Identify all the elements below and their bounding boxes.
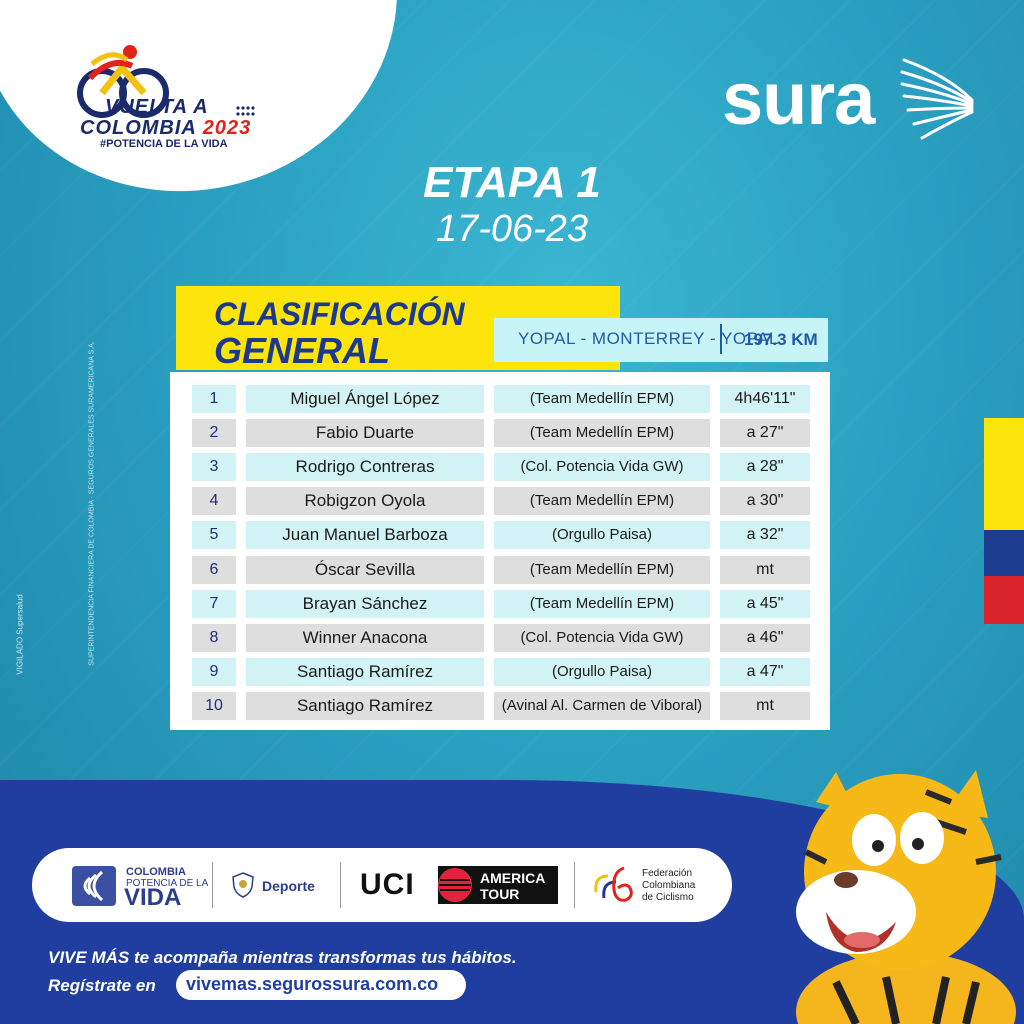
team-cell: (Col. Potencia Vida GW) [494, 453, 710, 481]
table-row: 9 Santiago Ramírez (Orgullo Paisa) a 47" [170, 658, 830, 686]
event-name-colombia: COLOMBIA [80, 117, 197, 139]
rider-name-cell: Miguel Ángel López [246, 385, 484, 413]
team-cell: (Team Medellín EPM) [494, 385, 710, 413]
america-tour-mark-icon [438, 868, 472, 902]
route-label: YOPAL - MONTERREY - YOPAL [518, 329, 779, 348]
fcc-logo-icon [594, 866, 633, 902]
table-row: 3 Rodrigo Contreras (Col. Potencia Vida … [170, 453, 830, 481]
sponsor-divider [212, 862, 213, 908]
table-row: 5 Juan Manuel Barboza (Orgullo Paisa) a … [170, 521, 830, 549]
position-cell: 3 [192, 453, 236, 481]
deporte-logo: Deporte [262, 878, 315, 894]
table-row: 2 Fabio Duarte (Team Medellín EPM) a 27" [170, 419, 830, 447]
sponsor-divider [574, 862, 575, 908]
team-cell: (Avinal Al. Carmen de Viboral) [494, 692, 710, 720]
classification-title-line2: GENERAL [214, 330, 391, 371]
time-cell: mt [720, 556, 810, 584]
uci-logo: UCI [360, 868, 415, 901]
rider-name-cell: Juan Manuel Barboza [246, 521, 484, 549]
table-row: 8 Winner Anacona (Col. Potencia Vida GW)… [170, 624, 830, 652]
standings-table: 1 Miguel Ángel López (Team Medellín EPM)… [170, 372, 830, 730]
rider-name-cell: Santiago Ramírez [246, 658, 484, 686]
rider-name-cell: Winner Anacona [246, 624, 484, 652]
vigilado-text: VIGILADO Supersalud [15, 594, 25, 675]
stage-title: ETAPA 1 [423, 158, 601, 207]
route-divider [720, 324, 722, 354]
rider-name-cell: Santiago Ramírez [246, 692, 484, 720]
position-cell: 8 [192, 624, 236, 652]
classification-title-line1: CLASIFICACIÓN [214, 296, 465, 332]
event-year: 2023 [202, 117, 252, 139]
team-cell: (Orgullo Paisa) [494, 521, 710, 549]
time-cell: mt [720, 692, 810, 720]
table-row: 10 Santiago Ramírez (Avinal Al. Carmen d… [170, 692, 830, 720]
rider-name-cell: Rodrigo Contreras [246, 453, 484, 481]
team-cell: (Team Medellín EPM) [494, 419, 710, 447]
tagline-line2: Regístrate en [48, 976, 156, 995]
tiger-mascot [796, 770, 1016, 1024]
event-name-line1: VUELTA A [105, 96, 209, 118]
position-cell: 10 [192, 692, 236, 720]
table-row: 6 Óscar Sevilla (Team Medellín EPM) mt [170, 556, 830, 584]
table-row: 7 Brayan Sánchez (Team Medellín EPM) a 4… [170, 590, 830, 618]
colombia-logo-line2: POTENCIA DE LA [126, 878, 209, 889]
time-cell: a 45" [720, 590, 810, 618]
position-cell: 2 [192, 419, 236, 447]
time-cell: 4h46'11" [720, 385, 810, 413]
sponsor-divider [340, 862, 341, 908]
team-cell: (Team Medellín EPM) [494, 590, 710, 618]
time-cell: a 30" [720, 487, 810, 515]
america-tour-line2: TOUR [480, 886, 520, 902]
colombia-flag-yellow [984, 418, 1024, 530]
team-cell: (Team Medellín EPM) [494, 556, 710, 584]
route-distance: 197.3 KM [744, 330, 818, 349]
colombia-flag-red [984, 576, 1024, 624]
position-cell: 9 [192, 658, 236, 686]
stage-date: 17-06-23 [435, 208, 589, 250]
sponsors-bar [32, 848, 732, 922]
tagline-line1: VIVE MÁS te acompaña mientras transforma… [48, 948, 517, 967]
time-cell: a 47" [720, 658, 810, 686]
colombia-flag-blue [984, 530, 1024, 576]
position-cell: 6 [192, 556, 236, 584]
legal-text: SUPERINTENDENCIA FINANCIERA DE COLOMBIA … [88, 341, 96, 666]
team-cell: (Orgullo Paisa) [494, 658, 710, 686]
rider-name-cell: Óscar Sevilla [246, 556, 484, 584]
signup-url-link[interactable]: vivemas.segurossura.com.co [186, 974, 439, 994]
event-hashtag: #POTENCIA DE LA VIDA [100, 138, 228, 150]
shield-icon [232, 872, 254, 898]
rider-name-cell: Brayan Sánchez [246, 590, 484, 618]
position-cell: 1 [192, 385, 236, 413]
position-cell: 7 [192, 590, 236, 618]
event-name-line2: COLOMBIA 2023 [80, 117, 251, 140]
fcc-line1: Federación [642, 868, 693, 879]
sura-wing-icon [900, 58, 974, 140]
table-row: 4 Robigzon Oyola (Team Medellín EPM) a 3… [170, 487, 830, 515]
colombia-logo-line3: VIDA [124, 884, 182, 911]
fcc-line2: Colombiana [642, 880, 696, 891]
table-row: 1 Miguel Ángel López (Team Medellín EPM)… [170, 385, 830, 413]
position-cell: 4 [192, 487, 236, 515]
fcc-line3: de Ciclismo [642, 892, 694, 903]
cyclist-icon [77, 45, 255, 118]
time-cell: a 27" [720, 419, 810, 447]
rider-name-cell: Fabio Duarte [246, 419, 484, 447]
america-tour-line1: AMERICA [480, 870, 546, 886]
time-cell: a 46" [720, 624, 810, 652]
team-cell: (Col. Potencia Vida GW) [494, 624, 710, 652]
time-cell: a 28" [720, 453, 810, 481]
sura-logo: sura [722, 57, 875, 140]
rider-name-cell: Robigzon Oyola [246, 487, 484, 515]
colombia-potencia-logo-icon [72, 866, 116, 906]
url-pill[interactable] [176, 970, 466, 1000]
time-cell: a 32" [720, 521, 810, 549]
team-cell: (Team Medellín EPM) [494, 487, 710, 515]
position-cell: 5 [192, 521, 236, 549]
route-box [494, 318, 828, 362]
colombia-logo-line1: COLOMBIA [126, 866, 186, 878]
